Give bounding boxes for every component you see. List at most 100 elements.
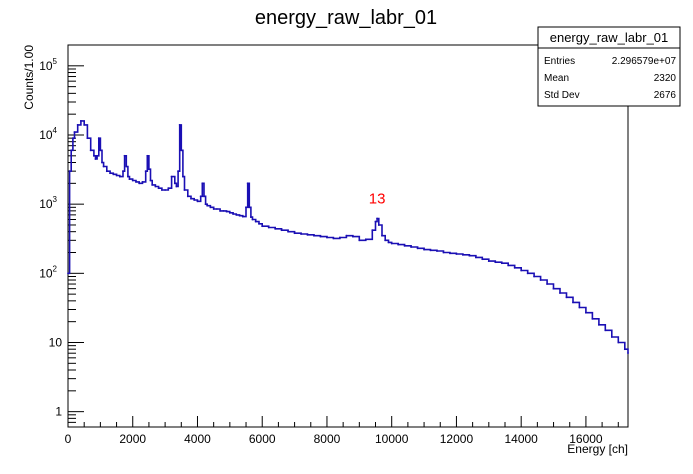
stats-box-title: energy_raw_labr_01 — [550, 30, 669, 45]
data-point — [339, 236, 341, 239]
data-point — [83, 124, 86, 126]
data-point — [313, 234, 315, 237]
data-point — [500, 262, 503, 265]
data-point — [127, 175, 129, 178]
data-point — [201, 182, 204, 185]
data-point — [617, 341, 620, 344]
data-point — [481, 258, 484, 261]
data-point — [105, 170, 108, 173]
data-point — [72, 137, 74, 140]
y-tick-base: 10 — [39, 59, 53, 73]
x-tick-label: 2000 — [119, 432, 146, 446]
stats-mean-value: 2320 — [654, 73, 677, 84]
data-point — [627, 352, 629, 355]
stats-box-frame — [537, 26, 681, 107]
data-point — [623, 348, 626, 351]
data-point — [148, 168, 150, 171]
data-point — [128, 178, 131, 181]
data-point — [387, 241, 390, 244]
data-point — [552, 287, 555, 290]
data-point — [86, 137, 89, 140]
stats-stddev-label: Std Dev — [544, 90, 580, 101]
data-point — [319, 235, 322, 238]
data-point — [462, 253, 464, 256]
data-point — [578, 306, 581, 309]
data-point — [222, 210, 225, 212]
x-tick-label: 10000 — [375, 432, 409, 446]
data-point — [274, 227, 277, 230]
data-point — [225, 210, 228, 213]
data-point — [164, 189, 167, 191]
data-point — [73, 131, 76, 134]
data-point — [513, 266, 516, 269]
data-point — [99, 149, 102, 152]
x-tick-label: 16000 — [569, 432, 603, 446]
data-point — [76, 124, 79, 126]
data-point — [178, 124, 181, 126]
data-point — [416, 247, 419, 250]
data-point — [410, 246, 412, 248]
data-point — [89, 149, 92, 152]
stats-mean-label: Mean — [544, 73, 569, 84]
stats-entries-value: 2.296579e+07 — [612, 56, 677, 67]
data-point — [96, 154, 98, 157]
data-point — [468, 254, 471, 257]
data-point — [429, 249, 432, 252]
x-tick-label: 0 — [65, 432, 72, 446]
stats-entries-label: Entries — [544, 56, 575, 67]
data-point — [246, 182, 249, 185]
data-point — [384, 239, 387, 242]
data-point — [520, 269, 523, 272]
data-point — [572, 301, 574, 304]
data-point — [149, 179, 152, 182]
data-point — [241, 215, 244, 218]
data-point — [212, 208, 215, 210]
data-point — [101, 161, 103, 164]
data-point — [131, 179, 134, 182]
data-point — [112, 173, 115, 176]
y-tick-exponent: 3 — [53, 195, 58, 204]
series-line — [68, 120, 629, 354]
data-point — [280, 229, 283, 232]
data-point — [157, 187, 160, 190]
plot-frame — [67, 44, 629, 428]
data-point — [115, 174, 118, 177]
x-tick-label: 8000 — [314, 432, 341, 446]
data-point — [144, 170, 147, 173]
data-point — [364, 238, 367, 241]
x-axis-label: Energy [ch] — [567, 442, 628, 456]
data-point — [186, 195, 189, 198]
data-point — [135, 181, 137, 183]
stats-box: energy_raw_labr_01 Entries 2.296579e+07 … — [537, 26, 681, 107]
data-point — [403, 244, 406, 247]
data-point — [300, 233, 302, 235]
data-point — [267, 226, 270, 229]
data-point — [442, 251, 445, 254]
data-point — [228, 211, 231, 214]
peak-annotation: 13 — [369, 190, 386, 207]
data-point — [598, 323, 600, 326]
data-point — [97, 137, 100, 140]
data-point — [235, 214, 238, 216]
data-point — [250, 216, 252, 219]
data-point — [193, 199, 196, 201]
data-point — [371, 229, 374, 232]
data-point — [526, 272, 529, 275]
data-point — [94, 158, 97, 160]
data-point — [261, 225, 264, 228]
data-point — [251, 218, 254, 221]
data-point — [494, 261, 497, 264]
data-point — [170, 175, 173, 178]
data-point — [175, 185, 178, 188]
data-point — [397, 243, 400, 246]
data-point — [345, 234, 348, 237]
data-point — [154, 185, 157, 188]
data-point — [67, 272, 69, 275]
data-point — [238, 214, 241, 217]
y-tick-base: 10 — [49, 335, 63, 349]
data-point — [102, 165, 105, 168]
y-tick-base: 1 — [55, 405, 62, 419]
data-point — [352, 235, 354, 238]
